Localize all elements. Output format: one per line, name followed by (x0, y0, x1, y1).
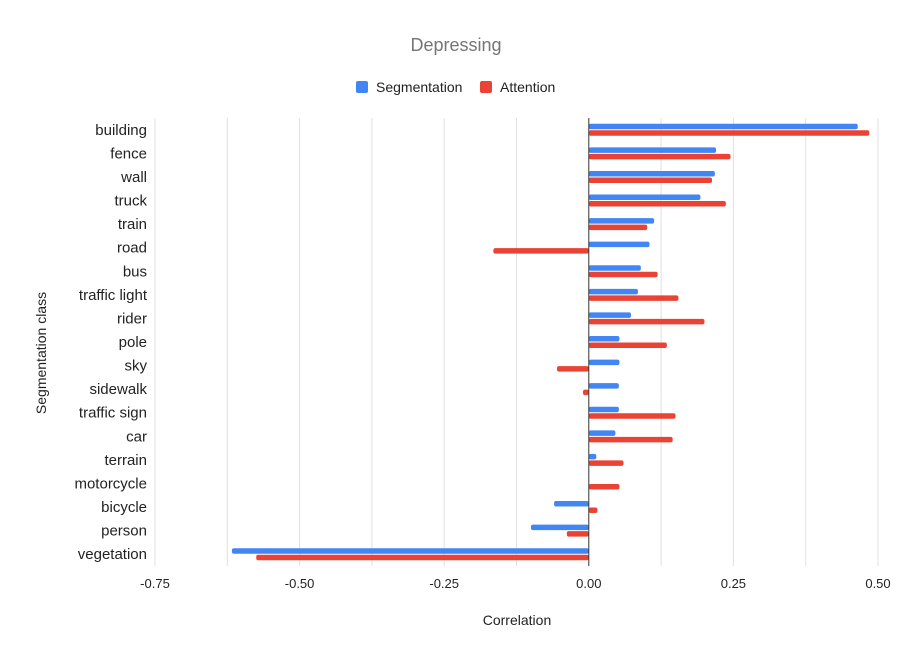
bar-segmentation[interactable] (231, 548, 589, 554)
category-label: car (126, 428, 147, 445)
bar-attention[interactable] (588, 507, 598, 514)
bar-segmentation[interactable] (554, 501, 589, 507)
bar-attention[interactable] (588, 436, 673, 443)
x-tick-label: 0.50 (865, 576, 890, 591)
x-tick-label: -0.75 (140, 576, 170, 591)
legend-label-attention: Attention (500, 79, 555, 95)
category-label: motorcycle (74, 475, 147, 492)
x-tick-label: -0.50 (285, 576, 315, 591)
bar-attention[interactable] (588, 483, 620, 490)
bar-attention[interactable] (566, 531, 589, 537)
category-label: person (101, 523, 147, 540)
x-tick-label: -0.25 (429, 576, 459, 591)
category-labels: building fence wall truck train road bus traffi… (74, 122, 147, 563)
bar-attention[interactable] (588, 224, 648, 231)
category-label: traffic sign (79, 405, 147, 422)
bar-segmentation[interactable] (588, 218, 655, 224)
x-axis-title: Correlation (483, 612, 551, 628)
y-axis-title: Segmentation class (33, 292, 49, 414)
category-label: fence (110, 145, 147, 162)
bar-segmentation[interactable] (588, 288, 638, 295)
bar-segmentation[interactable] (588, 359, 620, 366)
category-label: bus (123, 263, 147, 280)
bar-segmentation[interactable] (588, 430, 616, 436)
bar-attention[interactable] (588, 271, 658, 278)
legend-swatch-attention (480, 81, 492, 93)
bars (231, 123, 870, 561)
bar-segmentation[interactable] (588, 383, 619, 389)
category-label: terrain (104, 452, 147, 469)
bar-segmentation[interactable] (588, 147, 717, 153)
x-tick-label: 0.25 (721, 576, 746, 591)
category-label: bicycle (101, 499, 147, 516)
bar-segmentation[interactable] (588, 170, 715, 177)
bar-attention[interactable] (493, 248, 589, 254)
bar-attention[interactable] (588, 413, 676, 419)
category-label: truck (114, 193, 147, 210)
category-label: rider (117, 310, 147, 327)
bar-attention[interactable] (588, 295, 679, 301)
bar-segmentation[interactable] (588, 241, 650, 248)
bar-attention[interactable] (556, 366, 589, 372)
bar-attention[interactable] (583, 389, 589, 396)
bar-attention[interactable] (588, 177, 712, 183)
bar-segmentation[interactable] (588, 123, 858, 130)
category-label: pole (119, 334, 147, 351)
bar-segmentation[interactable] (588, 312, 632, 318)
bar-segmentation[interactable] (588, 265, 641, 271)
legend-item-segmentation[interactable]: Segmentation (356, 79, 462, 95)
legend-swatch-segmentation (356, 81, 368, 93)
bar-segmentation[interactable] (588, 453, 597, 460)
category-label: sidewalk (89, 381, 147, 398)
legend[interactable]: Segmentation Attention (356, 79, 555, 95)
bar-segmentation[interactable] (588, 194, 701, 201)
legend-label-segmentation: Segmentation (376, 79, 462, 95)
category-label: train (118, 216, 147, 233)
bar-attention[interactable] (588, 201, 726, 207)
bar-attention[interactable] (588, 153, 731, 160)
bar-attention[interactable] (588, 130, 870, 136)
bar-attention[interactable] (256, 554, 589, 561)
bar-attention[interactable] (588, 342, 667, 349)
category-label: building (95, 122, 147, 139)
bar-segmentation[interactable] (588, 406, 619, 413)
legend-item-attention[interactable]: Attention (480, 79, 555, 95)
x-tick-labels: -0.75 -0.50 -0.25 0.00 0.25 0.50 (140, 576, 890, 591)
category-label: wall (120, 169, 147, 186)
gridlines (154, 118, 879, 566)
x-tick-label: 0.00 (576, 576, 601, 591)
bar-attention[interactable] (588, 460, 624, 466)
category-label: sky (125, 358, 148, 375)
bar-attention[interactable] (588, 318, 705, 325)
category-label: vegetation (78, 546, 147, 563)
chart-title: Depressing (410, 35, 501, 55)
category-label: traffic light (79, 287, 148, 304)
category-label: road (117, 240, 147, 257)
bar-segmentation[interactable] (530, 524, 589, 531)
bar-segmentation[interactable] (588, 336, 620, 342)
